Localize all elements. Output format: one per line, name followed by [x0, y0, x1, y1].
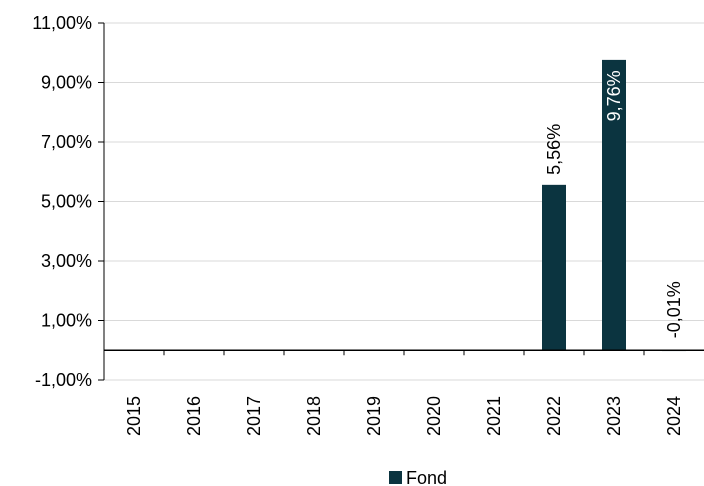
x-tick-label-2015: 2015 — [124, 396, 144, 436]
data-labels: 5,56% 9,76% -0,01% — [544, 70, 684, 338]
x-tick-label-2016: 2016 — [184, 396, 204, 436]
data-label-2023: 9,76% — [604, 70, 624, 121]
gridlines — [104, 22, 704, 381]
x-axis-tick-labels: 2015 2016 2017 2018 2019 2020 2021 2022 2023 2024 — [124, 396, 684, 436]
data-label-2022: 5,56% — [544, 124, 564, 175]
x-tick-label-2017: 2017 — [244, 396, 264, 436]
x-tick-label-2024: 2024 — [664, 396, 684, 436]
x-tick-label-2022: 2022 — [544, 396, 564, 436]
legend-label-fond: Fond — [406, 468, 447, 486]
y-tick-label: -1,00% — [35, 370, 92, 390]
y-tick-label: 9,00% — [41, 73, 92, 93]
y-tick-label: 7,00% — [41, 132, 92, 152]
x-tick-label-2019: 2019 — [364, 396, 384, 436]
y-tick-label: 5,00% — [41, 192, 92, 212]
y-tick-label: 3,00% — [41, 251, 92, 271]
x-tick-label-2018: 2018 — [304, 396, 324, 436]
legend: Fond — [389, 468, 447, 486]
x-tick-label-2021: 2021 — [484, 396, 504, 436]
bars — [542, 59, 686, 352]
data-label-2024: -0,01% — [664, 281, 684, 338]
y-axis-tick-labels: -1,00% 1,00% 3,00% 5,00% 7,00% 9,00% 11,00% — [32, 13, 92, 390]
x-tick-label-2023: 2023 — [604, 396, 624, 436]
bar-2023 — [602, 59, 626, 351]
y-tick-label: 1,00% — [41, 311, 92, 331]
bar-2022 — [542, 184, 566, 351]
legend-swatch-fond — [389, 471, 402, 484]
axes — [98, 22, 704, 381]
x-tick-label-2020: 2020 — [424, 396, 444, 436]
y-tick-label: 11,00% — [32, 13, 92, 33]
